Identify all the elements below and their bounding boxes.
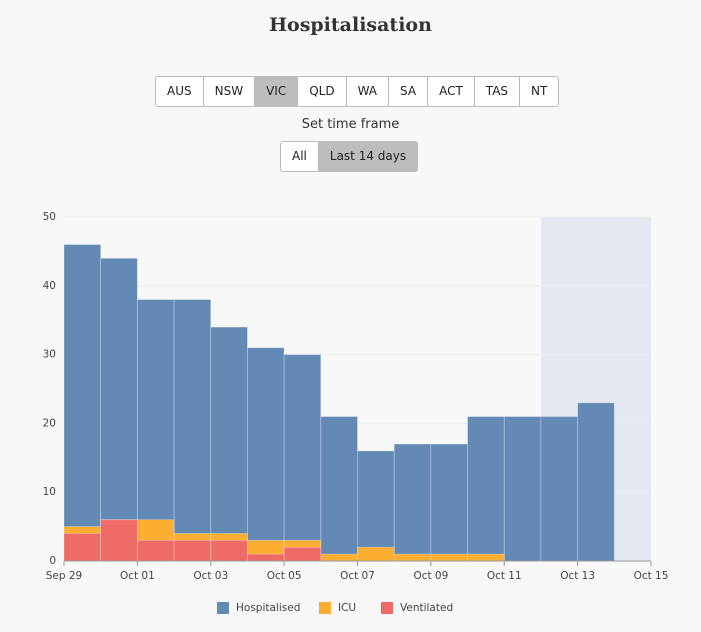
bar: [357, 546, 395, 562]
y-tick-label: 40: [43, 280, 56, 292]
bar: [357, 450, 395, 562]
x-tick-label: Oct 05: [267, 570, 302, 582]
x-tick-label: Sep 29: [46, 570, 83, 582]
y-tick-label: 10: [43, 486, 56, 498]
page-title: Hospitalisation: [269, 14, 432, 36]
bar: [173, 299, 212, 562]
x-tick-label: Oct 09: [413, 570, 448, 582]
x-tick-label: Oct 13: [560, 570, 595, 582]
button[interactable]: SA: [388, 77, 427, 106]
y-tick-label: 20: [43, 417, 56, 429]
time-frame-selector: All Last 14 days: [280, 141, 419, 172]
bar: [100, 519, 138, 562]
bar: [63, 533, 102, 562]
bar: [100, 257, 138, 562]
bar: [467, 416, 505, 562]
bar: [430, 553, 468, 562]
y-tick-label: 0: [49, 555, 56, 567]
bar: [210, 539, 248, 562]
x-tick-label: Oct 03: [193, 570, 228, 582]
bar: [577, 402, 615, 562]
bar: [247, 553, 285, 562]
button[interactable]: NT: [519, 77, 558, 106]
y-tick-label: 30: [43, 349, 56, 361]
button[interactable]: NSW: [202, 77, 254, 106]
legend-label: Ventilated: [400, 602, 453, 614]
bar: [430, 443, 468, 562]
bar: [136, 299, 175, 562]
button[interactable]: Last 14 days: [317, 142, 418, 171]
legend-label: ICU: [338, 602, 356, 614]
bar: [283, 546, 322, 562]
bar: [320, 416, 358, 562]
region-selector: AUS NSW VIC QLD WA SA ACT TAS NT: [155, 76, 560, 107]
legend-swatch: [217, 602, 229, 614]
button[interactable]: VIC: [254, 77, 298, 106]
x-tick-label: Oct 15: [634, 570, 669, 582]
bar: [467, 553, 505, 562]
bar: [540, 416, 579, 562]
legend-swatch: [319, 602, 331, 614]
bar: [393, 553, 432, 562]
x-tick-label: Oct 07: [340, 570, 375, 582]
bar: [173, 539, 212, 562]
button[interactable]: TAS: [473, 77, 519, 106]
bar: [283, 354, 322, 562]
bar: [63, 244, 102, 562]
button[interactable]: AUS: [167, 84, 192, 98]
button[interactable]: QLD: [297, 77, 345, 106]
bar: [247, 347, 285, 562]
button[interactable]: ACT: [427, 77, 474, 106]
button[interactable]: All: [292, 149, 307, 163]
legend-swatch: [381, 602, 393, 614]
bar: [136, 539, 175, 562]
x-tick-label: Oct 11: [487, 570, 522, 582]
legend-label: Hospitalised: [236, 602, 300, 614]
y-tick-label: 50: [43, 211, 56, 223]
x-tick-label: Oct 01: [120, 570, 155, 582]
bar: [320, 553, 358, 562]
bar: [503, 416, 542, 562]
button[interactable]: WA: [345, 77, 388, 106]
time-frame-label: Set time frame: [301, 117, 400, 132]
bar: [210, 326, 248, 562]
bar: [393, 443, 432, 562]
